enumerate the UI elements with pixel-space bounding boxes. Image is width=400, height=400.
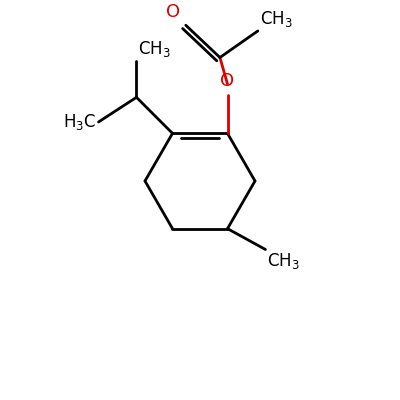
Text: CH$_3$: CH$_3$ (260, 9, 292, 29)
Text: H$_3$C: H$_3$C (64, 112, 97, 132)
Text: CH$_3$: CH$_3$ (267, 251, 300, 271)
Text: CH$_3$: CH$_3$ (138, 39, 171, 59)
Text: O: O (166, 4, 180, 22)
Text: O: O (220, 72, 234, 90)
